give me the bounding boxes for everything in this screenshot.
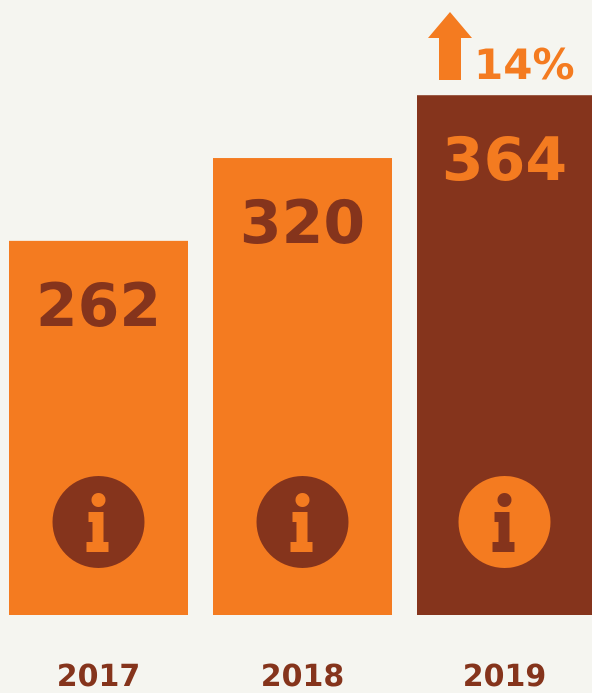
- info-stem[interactable]: [290, 512, 313, 552]
- info-dot[interactable]: [91, 493, 106, 507]
- up-arrow: [428, 12, 472, 80]
- x-tick-label: 2018: [261, 659, 345, 693]
- info-stem[interactable]: [86, 512, 109, 552]
- value-label: 262: [36, 271, 161, 341]
- info-dot[interactable]: [295, 493, 310, 507]
- growth-annotation: 14%: [474, 40, 575, 89]
- value-label: 320: [240, 188, 365, 258]
- x-tick-label: 2019: [463, 659, 547, 693]
- info-button[interactable]: [52, 476, 145, 568]
- info-button[interactable]: [458, 476, 551, 568]
- info-stem[interactable]: [492, 512, 515, 552]
- value-label: 364: [442, 125, 567, 195]
- info-dot[interactable]: [497, 493, 512, 507]
- x-tick-label: 2017: [57, 659, 141, 693]
- info-button[interactable]: [256, 476, 349, 568]
